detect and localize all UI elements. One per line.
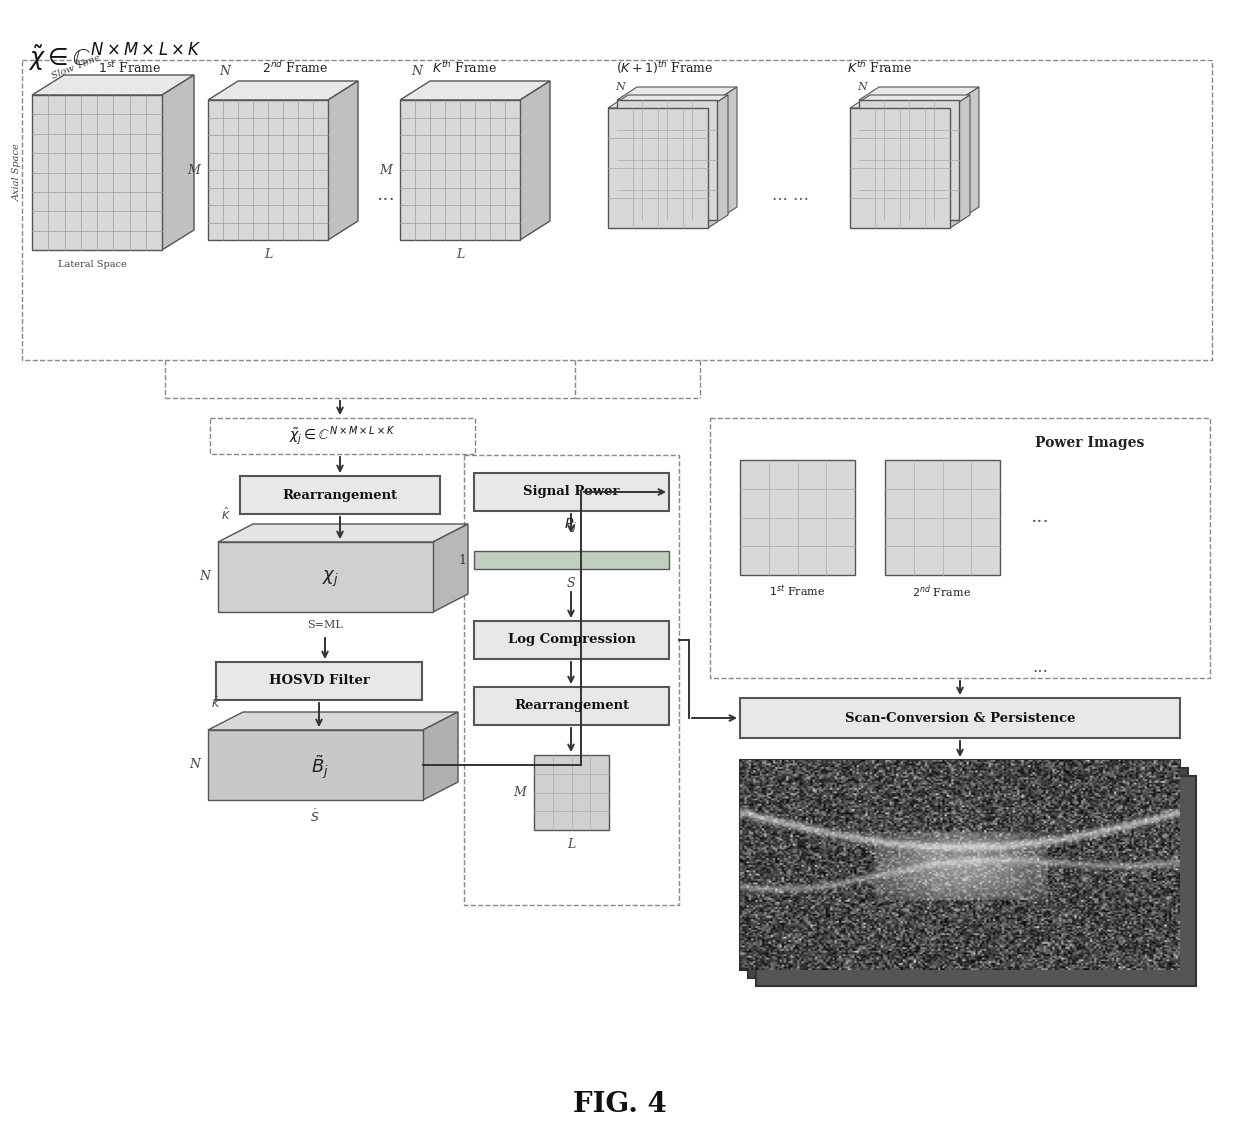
FancyBboxPatch shape [32, 95, 162, 250]
FancyBboxPatch shape [241, 476, 440, 514]
Polygon shape [329, 81, 358, 240]
FancyBboxPatch shape [474, 551, 670, 569]
Text: $\tilde{\chi} \in \mathbb{C}^{N \times M \times L \times K}$: $\tilde{\chi} \in \mathbb{C}^{N \times M… [29, 42, 201, 74]
Polygon shape [717, 87, 737, 220]
Text: Axial Space: Axial Space [12, 143, 22, 200]
Text: L: L [264, 248, 272, 261]
FancyBboxPatch shape [401, 100, 520, 240]
Text: $(K+1)^{th}$ Frame: $(K+1)^{th}$ Frame [616, 60, 714, 76]
FancyBboxPatch shape [849, 108, 950, 228]
Polygon shape [423, 712, 458, 800]
FancyBboxPatch shape [534, 755, 609, 830]
Text: Slow Time: Slow Time [50, 54, 102, 81]
Text: S: S [567, 577, 575, 590]
Text: N: N [198, 570, 210, 584]
Text: $\chi_j$: $\chi_j$ [321, 569, 339, 589]
Text: $1^{st}$ Frame: $1^{st}$ Frame [98, 61, 161, 76]
Polygon shape [433, 524, 467, 611]
Text: $\tilde{B}_j$: $\tilde{B}_j$ [311, 753, 329, 781]
Polygon shape [959, 87, 980, 220]
Polygon shape [849, 95, 970, 108]
Polygon shape [32, 76, 193, 95]
FancyBboxPatch shape [885, 460, 999, 575]
Polygon shape [520, 81, 551, 240]
Text: $P_j$: $P_j$ [564, 516, 578, 535]
FancyBboxPatch shape [859, 100, 959, 220]
Text: HOSVD Filter: HOSVD Filter [269, 674, 370, 687]
Text: $\hat{K}$: $\hat{K}$ [221, 506, 231, 522]
FancyBboxPatch shape [474, 621, 670, 660]
Text: Log Compression: Log Compression [507, 633, 635, 647]
Text: Scan-Conversion & Persistence: Scan-Conversion & Persistence [844, 711, 1075, 725]
Polygon shape [950, 95, 970, 228]
FancyBboxPatch shape [740, 460, 856, 575]
FancyBboxPatch shape [740, 698, 1180, 739]
FancyBboxPatch shape [618, 100, 717, 220]
Polygon shape [708, 95, 728, 228]
Text: M: M [187, 164, 200, 176]
Text: N: N [219, 65, 231, 78]
FancyBboxPatch shape [748, 768, 1188, 978]
Text: ...: ... [1030, 508, 1049, 526]
Text: S=ML: S=ML [308, 619, 343, 630]
Text: $K^{th}$ Frame: $K^{th}$ Frame [847, 60, 913, 76]
Text: Rearrangement: Rearrangement [283, 489, 398, 502]
Text: FIG. 4: FIG. 4 [573, 1091, 667, 1119]
Text: Lateral Space: Lateral Space [57, 260, 126, 269]
FancyBboxPatch shape [208, 100, 329, 240]
Text: $2^{nd}$ Frame: $2^{nd}$ Frame [262, 60, 329, 76]
Polygon shape [401, 81, 551, 100]
FancyBboxPatch shape [608, 108, 708, 228]
Text: $1^{st}$ Frame: $1^{st}$ Frame [769, 583, 825, 599]
Text: N: N [412, 65, 423, 78]
Polygon shape [618, 87, 737, 100]
Text: N: N [188, 758, 200, 772]
Text: ...: ... [376, 185, 394, 204]
Text: $\hat{K}$: $\hat{K}$ [211, 694, 221, 710]
Text: M: M [379, 164, 392, 176]
Text: Power Images: Power Images [1035, 436, 1145, 450]
Text: $\dot{S}$: $\dot{S}$ [310, 808, 320, 824]
FancyBboxPatch shape [216, 662, 422, 700]
Polygon shape [162, 76, 193, 250]
FancyBboxPatch shape [756, 776, 1197, 986]
FancyBboxPatch shape [218, 542, 433, 611]
Text: $2^{nd}$ Frame: $2^{nd}$ Frame [913, 583, 971, 600]
Text: M: M [513, 785, 526, 798]
Text: N: N [615, 82, 625, 92]
FancyBboxPatch shape [474, 473, 670, 511]
Text: ... ...: ... ... [771, 187, 808, 204]
Text: $\tilde{\chi}_j \in \mathbb{C}^{N \times M \times L \times K}$: $\tilde{\chi}_j \in \mathbb{C}^{N \times… [289, 425, 396, 448]
Text: $K^{th}$ Frame: $K^{th}$ Frame [433, 60, 497, 76]
Text: Rearrangement: Rearrangement [513, 700, 629, 712]
Polygon shape [218, 524, 467, 542]
Polygon shape [859, 87, 980, 100]
Polygon shape [208, 81, 358, 100]
Text: L: L [456, 248, 464, 261]
Polygon shape [608, 95, 728, 108]
FancyBboxPatch shape [208, 731, 423, 800]
Polygon shape [208, 712, 458, 731]
FancyBboxPatch shape [740, 760, 1180, 970]
Text: N: N [857, 82, 867, 92]
FancyBboxPatch shape [474, 687, 670, 725]
Text: L: L [567, 838, 575, 851]
Text: ...: ... [1032, 660, 1048, 677]
Text: Signal Power: Signal Power [523, 485, 620, 498]
Text: 1: 1 [458, 553, 466, 567]
